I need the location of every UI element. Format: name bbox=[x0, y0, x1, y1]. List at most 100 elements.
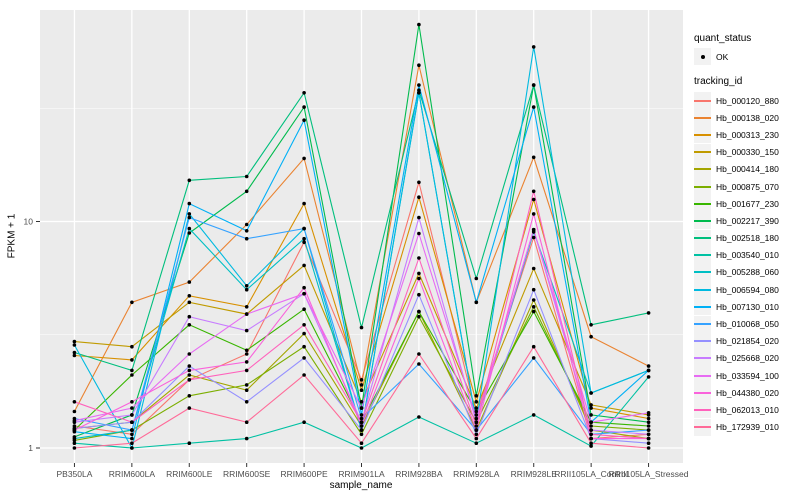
legend-item-label: Hb_002518_180 bbox=[716, 233, 779, 244]
data-point bbox=[589, 444, 593, 448]
data-point bbox=[302, 226, 306, 231]
series-color-line-icon bbox=[694, 288, 711, 291]
legend-item-ok: OK bbox=[694, 48, 728, 65]
data-point bbox=[531, 45, 536, 49]
parallel-coordinates-plot: PB350LA RRIM600LA RRIM600LE RRIM600SE RRIM60… bbox=[24, 10, 689, 479]
data-point bbox=[302, 240, 306, 244]
legend-item-Hb_002518_180: Hb_002518_180 bbox=[694, 229, 779, 247]
data-point bbox=[417, 22, 421, 27]
data-point bbox=[646, 446, 651, 450]
data-point bbox=[646, 441, 651, 446]
series-color-line-icon bbox=[694, 340, 711, 343]
x-tick-label: RRII105LA_Stressed bbox=[609, 469, 689, 479]
data-point bbox=[187, 323, 192, 327]
data-point bbox=[531, 413, 536, 417]
line-key-box bbox=[694, 298, 711, 316]
data-point bbox=[474, 409, 479, 414]
data-point bbox=[130, 300, 134, 305]
data-point bbox=[589, 432, 593, 437]
line-key-box bbox=[694, 178, 711, 196]
data-point bbox=[302, 331, 306, 336]
legend-item-Hb_062013_010: Hb_062013_010 bbox=[694, 401, 779, 419]
data-point bbox=[72, 400, 77, 404]
data-point bbox=[474, 428, 479, 432]
x-tick-label: RRIM928LA bbox=[453, 469, 500, 479]
series-color-line-icon bbox=[694, 305, 711, 308]
data-point bbox=[187, 441, 192, 446]
data-point bbox=[130, 432, 134, 437]
data-point bbox=[646, 311, 651, 315]
data-point bbox=[302, 420, 306, 425]
legend-item-label: Hb_000138_020 bbox=[716, 112, 779, 123]
data-point bbox=[244, 328, 249, 333]
legend-item-label: Hb_021854_020 bbox=[716, 336, 779, 347]
data-point bbox=[417, 276, 421, 281]
data-point bbox=[130, 428, 134, 432]
data-point bbox=[302, 307, 306, 312]
legend-item-Hb_025668_020: Hb_025668_020 bbox=[694, 349, 779, 367]
data-point bbox=[474, 406, 479, 410]
data-point bbox=[589, 424, 593, 428]
data-point bbox=[359, 446, 364, 450]
line-key-box bbox=[694, 418, 711, 436]
legend-item-label: Hb_000313_230 bbox=[716, 129, 779, 140]
data-point bbox=[474, 424, 479, 428]
data-point bbox=[474, 436, 479, 441]
line-key-box bbox=[694, 195, 711, 213]
series-color-line-icon bbox=[694, 237, 711, 240]
data-point bbox=[417, 309, 421, 314]
data-point bbox=[359, 406, 364, 410]
data-point bbox=[589, 406, 593, 410]
data-point bbox=[187, 368, 192, 373]
data-point bbox=[646, 424, 651, 428]
legend-item-Hb_021854_020: Hb_021854_020 bbox=[694, 332, 779, 350]
y-axis-title: FPKM + 1 bbox=[6, 213, 18, 259]
series-color-line-icon bbox=[694, 151, 711, 154]
data-point bbox=[130, 358, 134, 362]
legend-item-label: Hb_062013_010 bbox=[716, 404, 779, 415]
legend-item-Hb_001677_230: Hb_001677_230 bbox=[694, 195, 779, 213]
data-point bbox=[72, 436, 77, 441]
legend-item-label: Hb_172939_010 bbox=[716, 422, 779, 433]
legend-item-Hb_000120_880: Hb_000120_880 bbox=[694, 92, 779, 110]
data-point bbox=[359, 416, 364, 421]
legend-item-label: Hb_000414_180 bbox=[716, 164, 779, 175]
legend-item-Hb_000414_180: Hb_000414_180 bbox=[694, 160, 779, 178]
legend-item-label: Hb_001677_230 bbox=[716, 198, 779, 209]
line-key-box bbox=[694, 92, 711, 110]
line-key-box bbox=[694, 109, 711, 127]
data-point bbox=[302, 356, 306, 360]
point-icon bbox=[700, 54, 705, 59]
data-point bbox=[72, 441, 77, 446]
data-point bbox=[187, 212, 192, 216]
x-tick-label: RRIM928LE bbox=[511, 469, 558, 479]
data-point bbox=[244, 388, 249, 393]
data-point bbox=[72, 446, 77, 450]
data-point bbox=[359, 325, 364, 330]
data-point bbox=[187, 314, 192, 319]
data-point bbox=[417, 314, 421, 319]
data-point bbox=[589, 441, 593, 446]
data-point bbox=[302, 118, 306, 122]
legend-item-label: Hb_033594_100 bbox=[716, 370, 779, 381]
data-point bbox=[417, 91, 421, 95]
data-point bbox=[417, 256, 421, 260]
data-point bbox=[187, 280, 192, 284]
x-tick-label: PB350LA bbox=[56, 469, 92, 479]
data-point bbox=[244, 236, 249, 241]
data-point bbox=[130, 420, 134, 425]
legend-item-label: Hb_000875_070 bbox=[716, 181, 779, 192]
data-point bbox=[359, 441, 364, 446]
data-point bbox=[646, 375, 651, 379]
line-key-box bbox=[694, 229, 711, 247]
series-color-line-icon bbox=[694, 357, 711, 360]
data-point bbox=[531, 356, 536, 360]
data-point bbox=[187, 373, 192, 377]
series-color-line-icon bbox=[694, 426, 711, 429]
data-point bbox=[187, 231, 192, 235]
data-point bbox=[646, 364, 651, 368]
data-point bbox=[244, 287, 249, 292]
data-point bbox=[646, 368, 651, 373]
legend-item-label: Hb_044380_020 bbox=[716, 387, 779, 398]
legend-item-Hb_005288_060: Hb_005288_060 bbox=[694, 263, 779, 281]
